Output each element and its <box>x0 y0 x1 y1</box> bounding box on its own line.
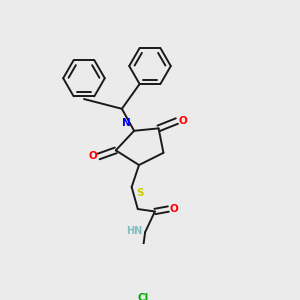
Text: HN: HN <box>126 226 143 236</box>
Text: Cl: Cl <box>137 293 148 300</box>
Text: N: N <box>122 118 130 128</box>
Text: O: O <box>169 204 178 214</box>
Text: O: O <box>89 152 98 161</box>
Text: S: S <box>136 188 144 198</box>
Text: O: O <box>178 116 187 126</box>
